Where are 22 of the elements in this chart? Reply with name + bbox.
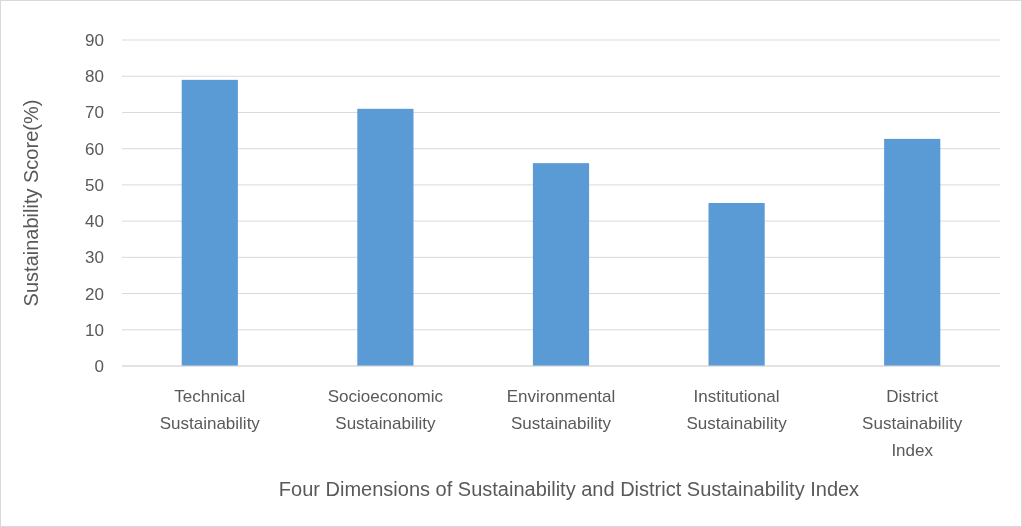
y-tick-label: 0 xyxy=(94,356,104,376)
x-tick-label: District Sustainability Index xyxy=(862,387,963,460)
bar xyxy=(357,108,414,366)
y-tick-label: 60 xyxy=(85,139,104,159)
y-tick-label: 80 xyxy=(85,67,104,87)
x-tick-label: Institutional Sustainability xyxy=(686,387,788,433)
y-tick-label: 90 xyxy=(85,30,104,50)
bar xyxy=(884,138,941,366)
x-tick-label: Socioeconomic Sustainability xyxy=(327,387,444,433)
bar xyxy=(708,203,765,366)
bar xyxy=(532,163,590,366)
x-axis-title: Four Dimensions of Sustainability and District Sustainability Index xyxy=(278,478,860,500)
y-tick-label: 30 xyxy=(85,248,104,268)
x-tick-label: Environmental Sustainability xyxy=(506,387,616,433)
y-tick-label: 70 xyxy=(85,103,104,123)
y-tick-label: 10 xyxy=(85,320,104,340)
y-tick-label: 20 xyxy=(85,284,104,304)
bar xyxy=(181,79,238,366)
y-tick-label: 50 xyxy=(85,175,104,195)
x-tick-label: Technical Sustainability xyxy=(159,387,261,433)
y-tick-label: 40 xyxy=(85,212,104,232)
y-axis-title: Sustainability Score(%) xyxy=(20,99,42,307)
